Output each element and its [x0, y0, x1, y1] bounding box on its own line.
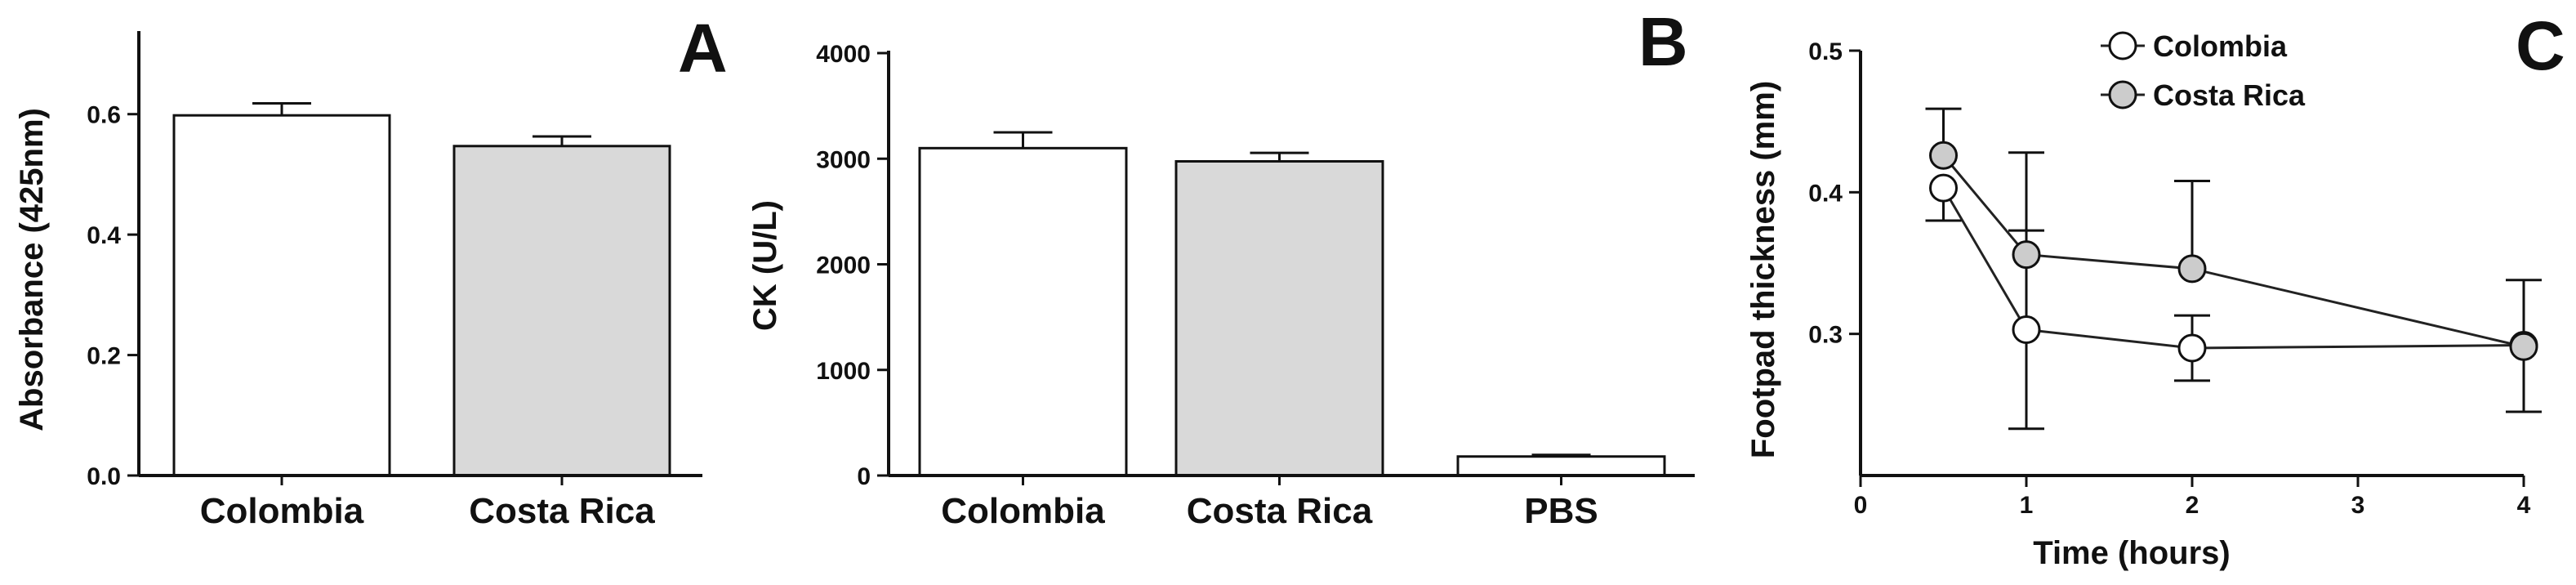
panel-b-y-ticks: 0 1000 2000 3000 4000 — [816, 41, 889, 490]
panel-b-y-tick-label: 1000 — [816, 358, 871, 385]
panel-b-bar-colombia — [918, 146, 1128, 477]
panel-c-line-colombia — [1942, 187, 2525, 350]
panel-c-line-costa-rica — [1942, 154, 2525, 348]
panel-c-x-tick-label: 2 — [2186, 492, 2199, 519]
panel-c-x-ticks: 0 1 2 3 4 — [1854, 476, 2531, 519]
panel-c-point-costa-rica — [2177, 254, 2207, 284]
panel-c-legend: Colombia Costa Rica — [2101, 29, 2306, 112]
panel-b-y-tick-label: 4000 — [816, 41, 871, 68]
panel-c-legend-label-costa-rica: Costa Rica — [2153, 78, 2306, 112]
panel-c-point-colombia — [1929, 173, 1958, 203]
panel-a-y-tick-label: 0.2 — [87, 343, 121, 370]
panel-b-letter: B — [1638, 3, 1688, 80]
panel-a-bar-colombia — [172, 114, 391, 477]
panel-c-footpad-chart: Footpad thickness (mm) Time (hours) C 0.… — [1745, 7, 2565, 571]
panel-a-bar-costa-rica — [452, 145, 671, 477]
panel-a-error-bars — [252, 101, 591, 146]
panel-c-point-colombia — [2177, 333, 2207, 363]
panel-c-y-tick-label: 0.5 — [1808, 38, 1843, 65]
panel-c-y-axis-title: Footpad thickness (mm) — [1745, 81, 1781, 458]
panel-c-point-costa-rica — [1929, 141, 1958, 170]
panel-b-category-label-costa-rica: Costa Rica — [1187, 491, 1373, 531]
panel-b-bar-pbs — [1456, 455, 1666, 477]
panel-a-absorbance-chart: Absorbance (425nm) A 0.0 0.2 0.4 0.6 Colomb… — [14, 10, 728, 531]
panel-c-series — [1925, 107, 2542, 431]
panel-c-legend-label-colombia: Colombia — [2153, 29, 2288, 63]
panel-a-y-tick-label: 0.4 — [87, 222, 121, 249]
panel-c-legend-marker-colombia — [2108, 31, 2137, 60]
panel-b-y-axis-title: CK (U/L) — [747, 200, 783, 331]
panel-c-x-tick-label: 3 — [2351, 492, 2365, 519]
panel-c-letter: C — [2516, 7, 2565, 84]
panel-b-y-tick-label: 3000 — [816, 146, 871, 173]
panel-a-y-tick-label: 0.0 — [87, 463, 121, 490]
panel-a-category-labels: Colombia Costa Rica — [200, 476, 655, 531]
panel-a-category-label-colombia: Colombia — [200, 491, 364, 531]
panel-a-y-tick-label: 0.6 — [87, 102, 121, 129]
panel-c-point-costa-rica — [2509, 332, 2538, 361]
panel-a-y-axis-title: Absorbance (425nm) — [14, 108, 50, 431]
panel-c-y-ticks: 0.3 0.4 0.5 — [1808, 38, 1861, 349]
panel-a-y-ticks: 0.0 0.2 0.4 0.6 — [87, 102, 139, 490]
panel-b-error-bars — [993, 131, 1591, 457]
panel-b-category-label-pbs: PBS — [1524, 491, 1598, 531]
panel-b-category-labels: Colombia Costa Rica PBS — [941, 476, 1598, 531]
panel-b-bars — [918, 146, 1666, 477]
panel-b-category-label-colombia: Colombia — [941, 491, 1105, 531]
panel-b-bar-costa-rica — [1174, 159, 1384, 477]
panel-c-y-tick-label: 0.3 — [1808, 322, 1843, 349]
panel-c-x-axis-title: Time (hours) — [2033, 535, 2231, 571]
panel-c-y-tick-label: 0.4 — [1808, 180, 1843, 207]
panel-a-category-label-costa-rica: Costa Rica — [469, 491, 655, 531]
panel-c-x-tick-label: 1 — [2020, 492, 2034, 519]
panel-c-point-colombia — [2012, 315, 2041, 344]
panel-c-x-tick-label: 4 — [2517, 492, 2531, 519]
panel-c-legend-marker-costa-rica — [2108, 80, 2137, 109]
panel-b-y-tick-label: 2000 — [816, 252, 871, 279]
panel-b-ck-chart: CK (U/L) B 0 1000 2000 3000 4000 Colombia Cos… — [747, 3, 1695, 531]
panel-a-bars — [172, 114, 671, 477]
panel-c-point-costa-rica — [2012, 240, 2041, 270]
panel-b-y-tick-label: 0 — [857, 463, 871, 490]
panel-a-letter: A — [678, 10, 728, 87]
panel-c-x-tick-label: 0 — [1854, 492, 1868, 519]
